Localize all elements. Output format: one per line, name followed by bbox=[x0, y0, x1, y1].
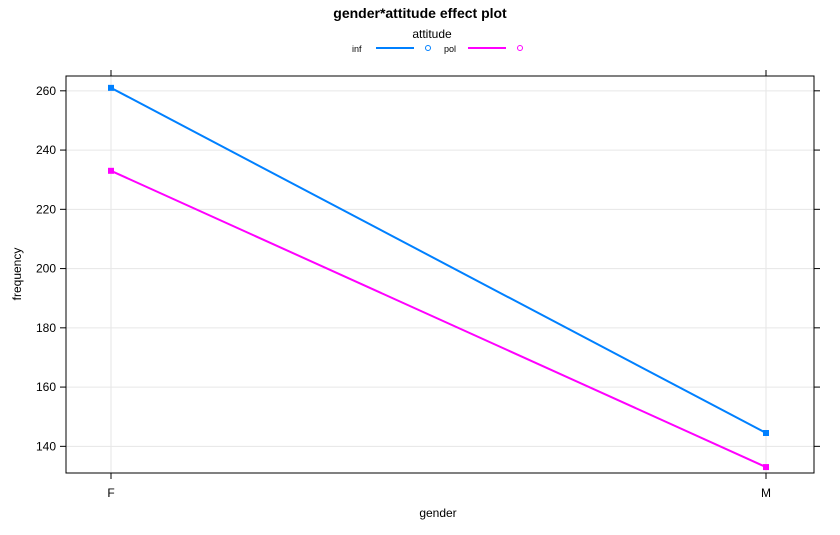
y-tick-label: 180 bbox=[36, 321, 56, 335]
y-axis: 140 160 180 200 220 240 260 bbox=[36, 84, 820, 453]
y-axis-label: frequency bbox=[10, 248, 24, 301]
legend-label-inf: inf bbox=[352, 44, 362, 54]
data-point-pol bbox=[763, 464, 769, 471]
data-point-inf bbox=[763, 430, 769, 437]
y-tick-label: 240 bbox=[36, 143, 56, 157]
series-line-pol bbox=[110, 169, 767, 468]
legend-title: attitude bbox=[412, 27, 452, 41]
legend-marker-pol bbox=[517, 45, 523, 51]
y-tick-label: 140 bbox=[36, 439, 56, 453]
y-tick-label: 200 bbox=[36, 262, 56, 276]
legend: inf pol bbox=[352, 44, 523, 54]
series-line-inf bbox=[110, 86, 767, 434]
y-tick-label: 260 bbox=[36, 84, 56, 98]
x-tick-label: F bbox=[107, 486, 114, 500]
grid bbox=[66, 76, 814, 473]
x-axis-label: gender bbox=[419, 506, 456, 520]
x-tick-label: M bbox=[761, 486, 771, 500]
y-tick-label: 160 bbox=[36, 380, 56, 394]
plot-panel bbox=[65, 75, 815, 474]
y-tick-label: 220 bbox=[36, 202, 56, 216]
chart-title: gender*attitude effect plot bbox=[333, 5, 507, 21]
data-point-pol bbox=[108, 167, 114, 174]
data-point-inf bbox=[108, 84, 114, 91]
series-layer bbox=[108, 84, 769, 471]
legend-marker-inf bbox=[425, 45, 431, 51]
legend-label-pol: pol bbox=[444, 44, 456, 54]
